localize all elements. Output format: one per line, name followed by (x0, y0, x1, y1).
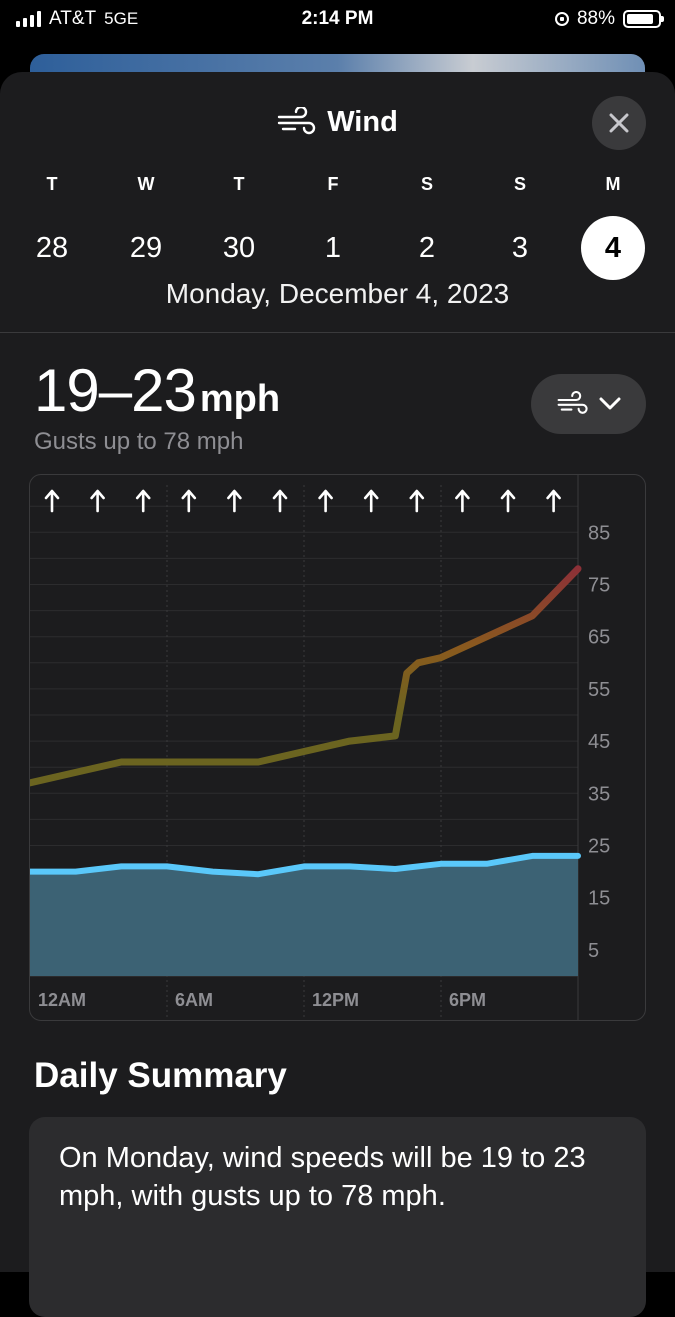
arrow-up-icon (455, 489, 470, 513)
wind-speed-range: 19–23 mph (34, 356, 280, 425)
sheet-header: Wind (0, 100, 675, 144)
close-icon (609, 113, 629, 133)
day-number: 4 (581, 216, 645, 280)
status-right: 88% (554, 8, 664, 30)
day-30[interactable]: T 30 (207, 170, 271, 280)
day-of-week-label: W (137, 174, 155, 194)
day-29[interactable]: W 29 (114, 170, 178, 280)
daily-summary-card: On Monday, wind speeds will be 19 to 23 … (29, 1117, 646, 1317)
arrow-up-icon (318, 489, 333, 513)
arrow-up-icon (500, 489, 516, 513)
day-28[interactable]: T 28 (20, 170, 84, 280)
arrow-up-icon (272, 489, 288, 513)
wind-icon (277, 107, 316, 135)
day-number: 30 (222, 232, 256, 264)
day-number: 2 (418, 232, 436, 264)
speed-value: 19–23 (34, 357, 197, 424)
day-of-week-label: S (513, 174, 526, 194)
arrow-up-icon (409, 489, 425, 513)
status-bar: AT&T 5GE 2:14 PM 88% (0, 0, 675, 40)
status-time: 2:14 PM (301, 8, 374, 29)
daily-summary-text: On Monday, wind speeds will be 19 to 23 … (59, 1142, 586, 1212)
y-tick-label: 15 (588, 888, 610, 910)
arrow-up-icon (546, 489, 561, 513)
y-tick-label: 5 (588, 940, 599, 962)
day-of-week-label: T (233, 174, 245, 194)
close-button[interactable] (592, 96, 646, 150)
rotation-lock-icon (554, 12, 569, 26)
day-of-week-label: M (605, 174, 621, 194)
battery-icon (623, 10, 664, 28)
day-of-week-label: T (46, 174, 58, 194)
x-tick-label: 6PM (449, 990, 486, 1010)
chart-mode-dropdown[interactable] (531, 374, 646, 434)
arrow-up-icon (90, 489, 105, 513)
day-of-week-label: S (420, 174, 433, 194)
wind-icon (557, 391, 588, 414)
speed-unit: mph (199, 378, 281, 420)
sheet-title: Wind (327, 105, 398, 138)
y-tick-label: 85 (588, 522, 610, 544)
gusts-label: Gusts up to 78 mph (34, 428, 244, 455)
day-of-week-label: F (327, 174, 339, 194)
signal-icon (16, 11, 41, 27)
arrow-up-icon (44, 489, 60, 513)
x-tick-label: 12AM (38, 990, 86, 1010)
arrow-up-icon (363, 489, 379, 513)
day-number: 28 (35, 232, 69, 264)
day-number: 3 (511, 232, 529, 264)
wind-chart-svg: 85 75 65 55 45 35 25 15 5 12AM 6AM 12PM 6PM (30, 475, 610, 1020)
status-left: AT&T 5GE (16, 8, 138, 30)
x-tick-label: 6AM (175, 990, 213, 1010)
gust-line (30, 565, 582, 787)
arrow-up-icon (227, 489, 242, 513)
y-tick-label: 65 (588, 627, 610, 649)
selected-date: Monday, December 4, 2023 (165, 278, 510, 309)
chevron-down-icon (599, 397, 620, 410)
wind-speed-line (30, 852, 581, 878)
carrier-label: AT&T (49, 8, 97, 29)
y-tick-label: 45 (588, 731, 610, 753)
y-tick-label: 35 (588, 783, 610, 805)
daily-summary-title: Daily Summary (34, 1056, 287, 1095)
day-number: 29 (129, 232, 163, 264)
day-number: 1 (324, 232, 342, 264)
divider (0, 332, 675, 333)
network-label: 5GE (104, 9, 139, 28)
arrow-up-icon (135, 489, 151, 513)
battery-percent: 88% (576, 8, 615, 29)
arrow-up-icon (181, 489, 197, 513)
y-tick-label: 25 (588, 836, 610, 858)
wind-chart[interactable]: 85 75 65 55 45 35 25 15 5 12AM 6AM 12PM 6PM (29, 474, 646, 1021)
wind-speed-area (30, 855, 578, 976)
x-tick-label: 12PM (312, 990, 359, 1010)
y-tick-label: 55 (588, 679, 610, 701)
y-tick-label: 75 (588, 575, 610, 597)
